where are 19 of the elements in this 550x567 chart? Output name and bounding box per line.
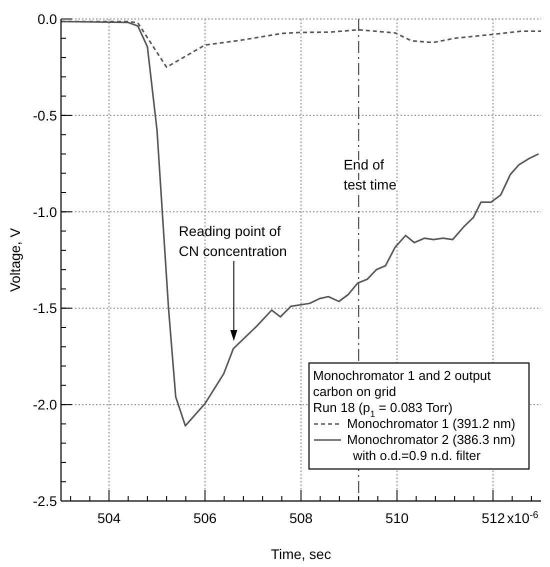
x-tick-label: 512 [482,510,506,526]
y-tick-label: -2.0 [32,396,58,413]
y-tick-label: -1.0 [32,204,58,220]
y-axis-title: Voltage, V [7,227,23,292]
x-axis-title: Time, sec [270,546,332,562]
legend-title: Monochromator 1 and 2 output carbon on grid Run 18 (p$_{1}$ = 0.083 Torr) [313,368,492,419]
x-tick-label: 504 [97,510,121,526]
y-tick-label: -1.5 [32,300,58,316]
text: x10$^{-6}$ [507,510,539,526]
x-tick-label: 508 [289,510,313,526]
ref-line-label: End of test time [344,156,397,192]
y-tick-label: 0.0 [38,11,58,27]
legend-label: Monochromator 1 (391.2 nm) [347,416,516,431]
x-tick-label: 506 [193,510,217,526]
y-tick-label: -2.5 [32,493,58,509]
x-tick-label: 510 [385,510,409,526]
annotation: Reading point of CN concentration [178,222,287,259]
y-tick-label: -0.5 [32,107,58,124]
legend-label: Monochromator 2 (386.3 nm) with o.d.=0.9 n.d. filter [347,432,516,463]
